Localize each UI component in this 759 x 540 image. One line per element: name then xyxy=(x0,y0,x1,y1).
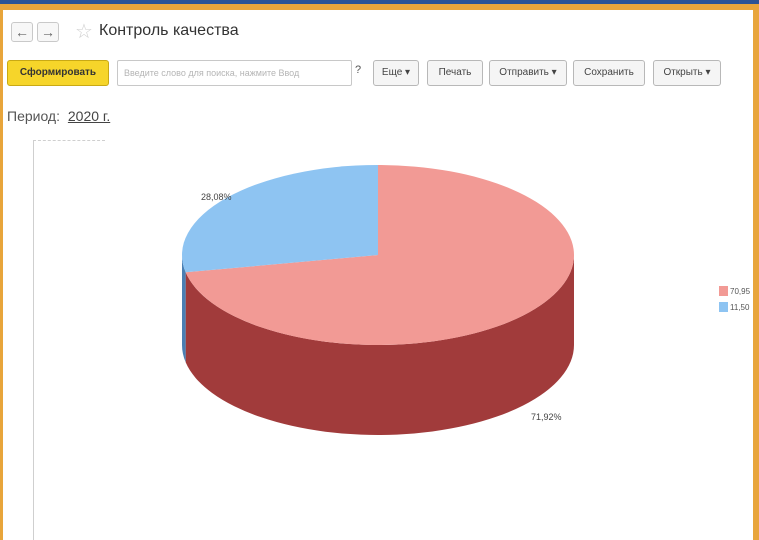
back-icon: ← xyxy=(15,24,29,40)
favorite-star-icon[interactable]: ☆ xyxy=(75,21,93,43)
pie-chart: 71,92% 28,08% 70,95 11,50 xyxy=(182,165,751,436)
slice-label-0: 71,92% xyxy=(531,412,562,422)
page-title: Контроль качества xyxy=(99,22,239,39)
send-button[interactable]: Отправить ▾ xyxy=(489,60,567,86)
pie-slice-1[interactable] xyxy=(182,165,378,273)
print-button[interactable]: Печать xyxy=(427,60,483,86)
period-value-link[interactable]: 2020 г. xyxy=(67,108,111,124)
back-button[interactable]: ← xyxy=(11,22,33,42)
pie-slice-side-0 xyxy=(185,255,574,436)
titlebar: ← → ☆ Контроль качества xyxy=(3,18,753,48)
report-window: ← → ☆ Контроль качества Сформировать Вве… xyxy=(3,10,753,540)
open-button[interactable]: Открыть ▾ xyxy=(653,60,721,86)
help-icon[interactable]: ? xyxy=(355,64,362,76)
legend-label-0: 70,95 xyxy=(730,287,751,296)
chart-area: 71,92% 28,08% 70,95 11,50 xyxy=(33,140,753,540)
generate-button[interactable]: Сформировать xyxy=(7,60,109,86)
pie-slice-side-1 xyxy=(182,255,186,363)
legend-label-1: 11,50 xyxy=(730,303,750,312)
chart-top-line xyxy=(33,140,105,142)
legend-swatch-1 xyxy=(719,302,728,312)
toolbar: Сформировать Введите слово для поиска, н… xyxy=(3,60,753,90)
forward-button[interactable]: → xyxy=(37,22,59,42)
more-button[interactable]: Еще ▾ xyxy=(373,60,419,86)
legend-swatch-0 xyxy=(719,286,728,296)
chart-axis-line xyxy=(33,140,34,540)
slice-label-1: 28,08% xyxy=(201,192,232,202)
period-row: Период: 2020 г. xyxy=(7,108,110,124)
period-label: Период: xyxy=(7,108,60,124)
forward-icon: → xyxy=(41,24,55,40)
save-button[interactable]: Сохранить xyxy=(573,60,645,86)
pie-slice-0[interactable] xyxy=(185,165,574,345)
search-input[interactable]: Введите слово для поиска, нажмите Ввод xyxy=(117,60,352,86)
